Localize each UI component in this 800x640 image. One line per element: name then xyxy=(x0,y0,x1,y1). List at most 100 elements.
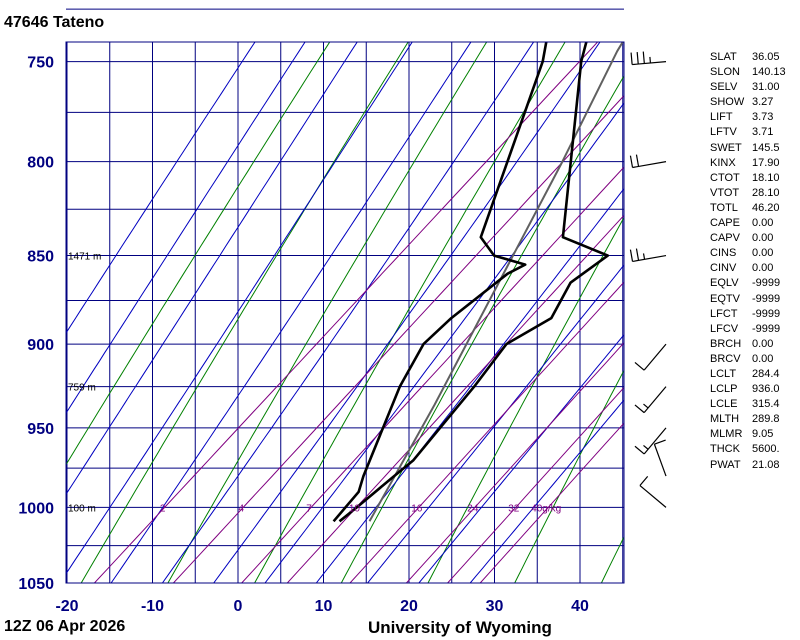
index-row: CAPE 0.00 xyxy=(710,216,786,231)
index-row: VTOT 28.10 xyxy=(710,186,786,201)
wind-barb xyxy=(653,439,667,477)
index-row: KINX 17.90 xyxy=(710,156,786,171)
index-row: LFTV 3.71 xyxy=(710,125,786,140)
barb-shaft xyxy=(632,254,667,263)
pressure-tick-label: 1000 xyxy=(18,500,54,517)
station-title: 47646 Tateno xyxy=(4,14,105,31)
index-key: CAPV xyxy=(710,232,740,245)
index-key: LFCT xyxy=(710,307,738,320)
pressure-tick-label: 750 xyxy=(27,55,54,72)
moist-adiabat xyxy=(66,42,256,334)
index-key: CTOT xyxy=(710,171,740,184)
parcel-trace xyxy=(368,42,624,522)
barb-flag xyxy=(635,248,640,261)
moist-adiabat xyxy=(264,102,624,583)
mixing-ratio-line xyxy=(241,166,624,583)
dry-adiabat xyxy=(66,42,331,466)
mixing-ratio-line xyxy=(447,386,624,583)
barb-flag xyxy=(639,475,649,486)
barb-flag xyxy=(649,56,652,64)
index-value: 3.73 xyxy=(752,111,774,124)
index-value: 18.10 xyxy=(752,171,780,184)
index-row: PWAT 21.08 xyxy=(710,458,786,473)
index-row: SLAT 36.05 xyxy=(710,50,786,65)
wind-barb xyxy=(634,427,667,455)
wind-barb xyxy=(630,51,667,66)
index-value: 3.27 xyxy=(752,96,774,109)
index-row: LIFT 3.73 xyxy=(710,110,786,125)
barb-shaft xyxy=(643,343,667,371)
index-value: 289.8 xyxy=(752,413,780,426)
dry-adiabat xyxy=(167,42,488,583)
index-key: LCLT xyxy=(710,367,737,380)
barb-flag xyxy=(654,439,666,445)
dewpoint-profile xyxy=(332,42,548,523)
mixing-ratio-label: 16 xyxy=(411,503,423,514)
index-row: MLMR 9.05 xyxy=(710,427,786,442)
moist-adiabat xyxy=(66,42,413,575)
index-key: MLTH xyxy=(710,413,740,426)
index-key: LFTV xyxy=(710,126,737,139)
index-key: MLMR xyxy=(710,428,743,441)
moist-adiabat xyxy=(367,264,624,583)
index-row: LFCT -9999 xyxy=(710,307,786,322)
index-value: 28.10 xyxy=(752,186,780,199)
observation-time: 12Z 06 Apr 2026 xyxy=(4,618,126,635)
moist-adiabat xyxy=(418,333,624,583)
mixing-ratio-line xyxy=(286,214,624,583)
temperature-tick-label: 30 xyxy=(486,598,504,615)
pressure-tick-label: 950 xyxy=(27,421,54,438)
mixing-ratio-label: 4 xyxy=(238,503,244,514)
index-value: 31.00 xyxy=(752,81,780,94)
pressure-tick-label: 900 xyxy=(27,337,54,354)
index-key: CINS xyxy=(710,247,737,260)
index-value: 0.00 xyxy=(752,262,774,275)
index-value: 0.00 xyxy=(752,352,774,365)
temperature-tick-label: 10 xyxy=(315,598,333,615)
index-key: EQLV xyxy=(710,277,739,290)
barb-flag xyxy=(629,249,634,262)
barb-flag xyxy=(635,154,640,167)
index-row: MLTH 289.8 xyxy=(710,412,786,427)
wind-barb xyxy=(629,248,667,263)
index-row: SWET 145.5 xyxy=(710,141,786,156)
index-key: CAPE xyxy=(710,217,740,230)
barb-shaft xyxy=(653,443,667,477)
index-value: 284.4 xyxy=(752,367,780,380)
index-key: SHOW xyxy=(710,96,745,109)
barb-shaft xyxy=(643,386,667,414)
index-value: 315.4 xyxy=(752,398,780,411)
pressure-tick-label: 850 xyxy=(27,249,54,266)
pressure-tick-label: 800 xyxy=(27,155,54,172)
pressure-tick-label: 1050 xyxy=(18,576,54,593)
mixing-ratio-line xyxy=(94,42,599,583)
barb-flag xyxy=(636,52,639,65)
index-value: 145.5 xyxy=(752,141,780,154)
temperature-tick-label: 0 xyxy=(234,598,243,615)
index-row: LFCV -9999 xyxy=(710,322,786,337)
dry-adiabat xyxy=(427,216,624,583)
mixing-ratio-label: 24 xyxy=(467,503,479,514)
moist-adiabat xyxy=(315,187,624,583)
barb-flag xyxy=(630,52,633,65)
index-value: 21.08 xyxy=(752,458,780,471)
index-row: SHOW 3.27 xyxy=(710,95,786,110)
index-row: CTOT 18.10 xyxy=(710,171,786,186)
barb-flag xyxy=(642,51,645,64)
temperature-profile xyxy=(338,42,610,523)
index-value: -9999 xyxy=(752,322,781,335)
mixing-ratio-label: 10 xyxy=(349,503,361,514)
index-row: BRCH 0.00 xyxy=(710,337,786,352)
index-key: PWAT xyxy=(710,458,741,471)
index-key: BRCV xyxy=(710,352,741,365)
barb-flag xyxy=(634,362,645,371)
index-value: 17.90 xyxy=(752,156,780,169)
index-value: 3.71 xyxy=(752,126,774,139)
index-key: LFCV xyxy=(710,322,739,335)
index-value: 0.00 xyxy=(752,217,774,230)
background-curves xyxy=(66,42,624,583)
index-value: 36.05 xyxy=(752,51,780,63)
dry-adiabat xyxy=(80,42,409,583)
moist-adiabat xyxy=(213,42,601,583)
